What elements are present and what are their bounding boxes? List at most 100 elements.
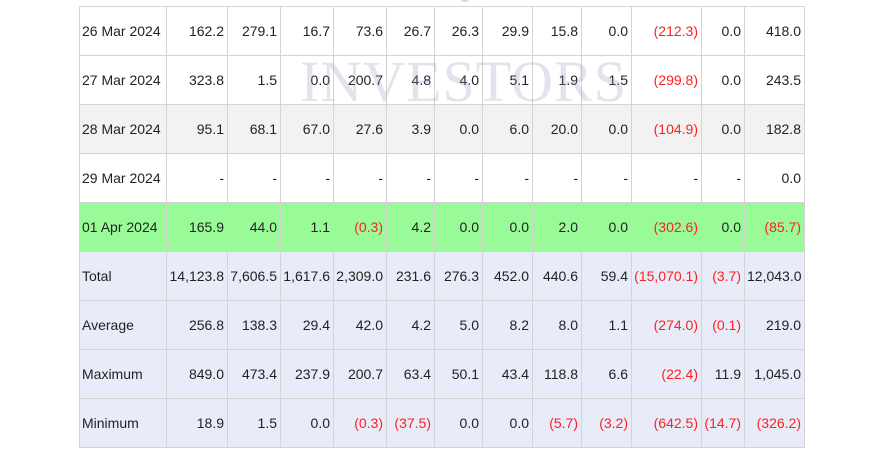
table-cell: 237.9	[280, 349, 334, 399]
table-cell: 44.0	[227, 202, 281, 252]
table-cell: 219.0	[744, 300, 805, 350]
table-cell: 27.6	[333, 104, 387, 154]
table-cell: 0.0	[581, 202, 632, 252]
table-cell: 279.1	[227, 6, 281, 56]
table-row: 29 Mar 2024- - - - - - - - - - -0.0	[79, 153, 805, 203]
table-cell: 256.8	[166, 300, 228, 350]
table-cell: 18.9	[166, 398, 228, 448]
table-cell: (3.2)	[581, 398, 632, 448]
table-cell: 26.3	[434, 6, 483, 56]
table-cell: 276.3	[434, 251, 483, 301]
table-cell: (0.3)	[333, 202, 387, 252]
table-row: 28 Mar 2024 95.1 68.1 67.0 27.6 3.9 0.0 6.0 20.0…	[79, 104, 805, 154]
table-cell: (3.7)	[701, 251, 745, 301]
table-cell: 29.4	[280, 300, 334, 350]
table-cell: (0.3)	[333, 398, 387, 448]
table-cell: 16.7	[280, 6, 334, 56]
table-cell: -	[227, 153, 281, 203]
table-cell: 243.5	[744, 55, 805, 105]
table-cell: 1.1	[280, 202, 334, 252]
table-cell: (14.7)	[701, 398, 745, 448]
table-cell: -	[166, 153, 228, 203]
table-cell: 452.0	[482, 251, 533, 301]
watermark-fragment	[460, 0, 470, 2]
table-body: 26 Mar 2024 162.2 279.1 16.7 73.6 26.7 26.3 29.…	[79, 6, 805, 448]
table-cell: (642.5)	[631, 398, 702, 448]
table-cell: 1.9	[532, 55, 582, 105]
table-cell: 29.9	[482, 6, 533, 56]
table-cell: (0.1)	[701, 300, 745, 350]
table-cell: 1.5	[227, 398, 281, 448]
table-cell: 15.8	[532, 6, 582, 56]
table-cell: 162.2	[166, 6, 228, 56]
table-cell: 12,043.0	[744, 251, 805, 301]
table-cell: 0.0	[701, 104, 745, 154]
table-cell: -	[333, 153, 387, 203]
table-cell: 0.0	[482, 202, 533, 252]
table-cell: 200.7	[333, 349, 387, 399]
table-cell: -	[532, 153, 582, 203]
table-cell: 1,045.0	[744, 349, 805, 399]
table-cell: (212.3)	[631, 6, 702, 56]
table-row: Minimum 18.9 1.5 0.0 (0.3) (37.5) 0.0 0.0 (5.7)(…	[79, 398, 805, 448]
table-cell: -	[280, 153, 334, 203]
table-cell: -	[386, 153, 435, 203]
table-cell: (85.7)	[744, 202, 805, 252]
table-cell: (326.2)	[744, 398, 805, 448]
table-cell: 63.4	[386, 349, 435, 399]
row-label: 29 Mar 2024	[79, 153, 167, 203]
table-row: Maximum 849.0 473.4 237.9 200.7 63.4 50.1 43.4 1…	[79, 349, 805, 399]
table-cell: 0.0	[701, 6, 745, 56]
table-cell: 0.0	[434, 202, 483, 252]
table-cell: 59.4	[581, 251, 632, 301]
table-cell: 26.7	[386, 6, 435, 56]
row-label: 01 Apr 2024	[79, 202, 167, 252]
table-cell: 8.0	[532, 300, 582, 350]
table-cell: 849.0	[166, 349, 228, 399]
table-cell: -	[482, 153, 533, 203]
table-row: Total 14,123.8 7,606.5 1,617.6 2,309.0 231.6 2…	[79, 251, 805, 301]
table-cell: 42.0	[333, 300, 387, 350]
table-cell: 0.0	[581, 6, 632, 56]
table-cell: 50.1	[434, 349, 483, 399]
table-cell: 11.9	[701, 349, 745, 399]
table-cell: 1.5	[581, 55, 632, 105]
table-cell: 4.8	[386, 55, 435, 105]
table-cell: -	[631, 153, 702, 203]
table-cell: 5.0	[434, 300, 483, 350]
table-row: Average 256.8 138.3 29.4 42.0 4.2 5.0 8.2 8.0 1.1…	[79, 300, 805, 350]
table-cell: 68.1	[227, 104, 281, 154]
row-label: Average	[79, 300, 167, 350]
row-label: 28 Mar 2024	[79, 104, 167, 154]
table-cell: 0.0	[434, 104, 483, 154]
table-cell: 138.3	[227, 300, 281, 350]
table-cell: 20.0	[532, 104, 582, 154]
table-row: 27 Mar 2024 323.8 1.5 0.0 200.7 4.8 4.0 5.1 1.9 1…	[79, 55, 805, 105]
table-cell: 8.2	[482, 300, 533, 350]
table-cell: 4.2	[386, 202, 435, 252]
row-label: Total	[79, 251, 167, 301]
table-cell: -	[701, 153, 745, 203]
table-cell: (104.9)	[631, 104, 702, 154]
row-label: Minimum	[79, 398, 167, 448]
table-cell: 1.1	[581, 300, 632, 350]
table-cell: (299.8)	[631, 55, 702, 105]
table-cell: 14,123.8	[166, 251, 228, 301]
table-cell: 0.0	[581, 104, 632, 154]
row-label: 26 Mar 2024	[79, 6, 167, 56]
table-cell: 323.8	[166, 55, 228, 105]
table-cell: 473.4	[227, 349, 281, 399]
table-cell: 4.0	[434, 55, 483, 105]
table-cell: (37.5)	[386, 398, 435, 448]
table-cell: 231.6	[386, 251, 435, 301]
table-cell: 182.8	[744, 104, 805, 154]
table-cell: 43.4	[482, 349, 533, 399]
table-cell: 0.0	[701, 55, 745, 105]
table-cell: -	[434, 153, 483, 203]
table-cell: 0.0	[280, 398, 334, 448]
table-cell: 418.0	[744, 6, 805, 56]
row-label: Maximum	[79, 349, 167, 399]
table-cell: 2.0	[532, 202, 582, 252]
flow-data-table: 26 Mar 2024 162.2 279.1 16.7 73.6 26.7 26.3 29.…	[79, 6, 805, 448]
table-cell: 1,617.6	[280, 251, 334, 301]
